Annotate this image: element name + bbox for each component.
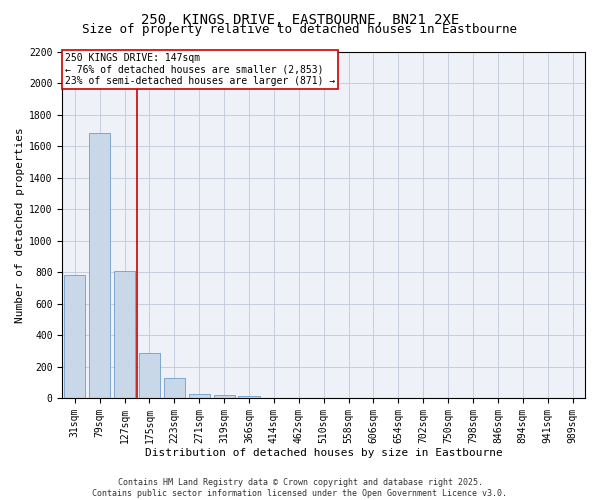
Bar	[139, 354, 160, 399]
Text: Contains HM Land Registry data © Crown copyright and database right 2025.
Contai: Contains HM Land Registry data © Crown c…	[92, 478, 508, 498]
Text: 250, KINGS DRIVE, EASTBOURNE, BN21 2XE: 250, KINGS DRIVE, EASTBOURNE, BN21 2XE	[141, 12, 459, 26]
Y-axis label: Number of detached properties: Number of detached properties	[15, 127, 25, 323]
X-axis label: Distribution of detached houses by size in Eastbourne: Distribution of detached houses by size …	[145, 448, 503, 458]
Bar	[114, 270, 135, 398]
Text: 250 KINGS DRIVE: 147sqm
← 76% of detached houses are smaller (2,853)
23% of semi: 250 KINGS DRIVE: 147sqm ← 76% of detache…	[65, 53, 335, 86]
Bar	[214, 395, 235, 398]
Bar	[238, 396, 260, 398]
Bar	[164, 378, 185, 398]
Text: Size of property relative to detached houses in Eastbourne: Size of property relative to detached ho…	[83, 22, 517, 36]
Bar	[188, 394, 210, 398]
Bar	[64, 276, 85, 398]
Bar	[89, 134, 110, 398]
